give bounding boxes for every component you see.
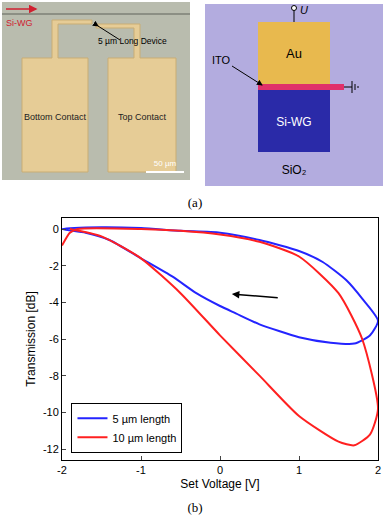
svg-text:Bottom Contact: Bottom Contact: [24, 112, 87, 122]
svg-text:ITO: ITO: [212, 54, 231, 66]
svg-text:Au: Au: [286, 46, 302, 61]
svg-text:Top Contact: Top Contact: [118, 112, 167, 122]
svg-text:-4: -4: [49, 296, 59, 308]
svg-text:-2: -2: [49, 260, 59, 272]
svg-text:1: 1: [296, 464, 302, 476]
svg-text:Transmission [dB]: Transmission [dB]: [24, 291, 38, 387]
svg-text:50 µm: 50 µm: [154, 159, 177, 168]
svg-text:Si-WG: Si-WG: [6, 18, 33, 28]
svg-text:5 µm Long Device: 5 µm Long Device: [98, 36, 167, 46]
svg-text:-8: -8: [49, 370, 59, 382]
html-text:(b): (b): [187, 500, 203, 515]
svg-text:0: 0: [53, 223, 59, 235]
svg-text:2: 2: [375, 464, 381, 476]
svg-text:U: U: [300, 4, 308, 16]
svg-text:-1: -1: [136, 464, 146, 476]
svg-text:-2: -2: [57, 464, 67, 476]
svg-text:0: 0: [217, 464, 223, 476]
svg-text:Set Voltage [V]: Set Voltage [V]: [180, 477, 259, 491]
svg-text:-12: -12: [43, 443, 59, 455]
svg-text:(a): (a): [188, 195, 202, 210]
svg-text:5 µm length: 5 µm length: [112, 413, 170, 425]
svg-text:-6: -6: [49, 333, 59, 345]
svg-text:-10: -10: [43, 406, 59, 418]
svg-text:Si-WG: Si-WG: [276, 115, 311, 129]
svg-text:10 µm length: 10 µm length: [112, 432, 176, 444]
svg-text:SiO₂: SiO₂: [282, 163, 307, 177]
